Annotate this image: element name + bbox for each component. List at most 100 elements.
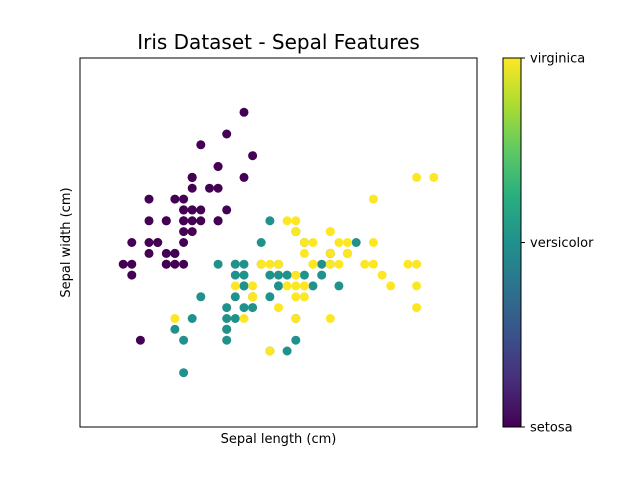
point-versicolor-49: [239, 281, 249, 291]
point-virginica-32: [299, 281, 309, 291]
point-versicolor-4: [308, 281, 318, 291]
point-virginica-2: [360, 259, 370, 269]
point-versicolor-8: [317, 270, 327, 280]
point-virginica-44: [325, 227, 335, 237]
point-setosa-35: [179, 238, 189, 247]
point-virginica-18: [412, 303, 422, 313]
point-virginica-31: [429, 172, 439, 182]
point-virginica-23: [291, 292, 301, 302]
point-virginica-46: [291, 314, 301, 323]
point-setosa-41: [135, 335, 145, 345]
point-virginica-45: [325, 259, 335, 269]
point-versicolor-23: [274, 281, 283, 291]
point-setosa-32: [196, 140, 206, 150]
y-axis-label: Sepal width (cm): [59, 187, 74, 297]
point-virginica-38: [265, 259, 275, 269]
point-virginica-26: [282, 281, 292, 291]
point-virginica-48: [282, 216, 292, 226]
plot-frame: [79, 57, 478, 428]
point-versicolor-19: [230, 314, 240, 323]
point-versicolor-39: [222, 314, 232, 323]
point-versicolor-45: [239, 259, 249, 269]
point-setosa-27: [196, 205, 206, 215]
point-virginica-11: [299, 292, 309, 302]
point-virginica-7: [377, 270, 387, 280]
point-setosa-22: [144, 194, 154, 204]
point-setosa-30: [161, 248, 171, 258]
point-setosa-37: [170, 194, 180, 204]
point-virginica-25: [368, 238, 378, 247]
point-versicolor-31: [222, 324, 232, 334]
point-virginica-40: [325, 248, 335, 258]
point-setosa-18: [239, 172, 249, 182]
colorbar-tick-label-1: versicolor: [530, 236, 594, 251]
point-setosa-17: [187, 205, 197, 215]
point-virginica-27: [274, 259, 283, 269]
point-setosa-10: [213, 183, 223, 193]
point-setosa-13: [118, 259, 128, 269]
point-setosa-39: [187, 216, 197, 226]
point-versicolor-42: [248, 303, 258, 313]
point-virginica-9: [368, 194, 378, 204]
point-virginica-12: [334, 259, 344, 269]
point-versicolor-14: [230, 270, 240, 280]
point-versicolor-44: [230, 292, 240, 302]
point-virginica-0: [291, 227, 301, 237]
point-setosa-42: [127, 238, 137, 247]
point-virginica-29: [368, 259, 378, 269]
point-setosa-33: [222, 129, 232, 139]
point-setosa-8: [127, 270, 137, 280]
point-setosa-46: [187, 172, 197, 182]
point-setosa-21: [187, 183, 197, 193]
point-virginica-37: [299, 248, 309, 258]
point-virginica-49: [256, 259, 266, 269]
point-versicolor-40: [222, 303, 232, 313]
point-virginica-17: [412, 172, 422, 182]
scatter-points: [118, 107, 439, 378]
point-versicolor-3: [222, 335, 232, 345]
point-virginica-21: [230, 281, 240, 291]
point-setosa-14: [248, 151, 258, 161]
colorbar-tick-label-0: setosa: [530, 421, 573, 436]
point-virginica-5: [403, 259, 413, 269]
point-versicolor-48: [187, 314, 197, 323]
point-setosa-28: [196, 216, 206, 226]
point-setosa-47: [144, 238, 154, 247]
point-versicolor-29: [239, 303, 249, 313]
point-versicolor-34: [213, 259, 223, 269]
point-versicolor-7: [170, 324, 180, 334]
point-versicolor-46: [239, 270, 249, 280]
point-virginica-35: [412, 259, 422, 269]
point-virginica-36: [291, 216, 301, 226]
point-virginica-8: [325, 314, 335, 323]
point-versicolor-10: [179, 368, 189, 378]
point-setosa-29: [153, 238, 163, 247]
point-virginica-6: [170, 314, 180, 323]
point-virginica-3: [291, 270, 301, 280]
point-virginica-13: [239, 314, 249, 323]
point-setosa-31: [213, 216, 223, 226]
point-setosa-24: [161, 216, 171, 226]
colorbar: [502, 57, 522, 428]
point-setosa-16: [213, 162, 223, 171]
point-versicolor-43: [179, 335, 189, 345]
point-versicolor-20: [256, 238, 266, 247]
point-versicolor-37: [291, 335, 301, 345]
point-setosa-38: [127, 259, 137, 269]
point-versicolor-0: [351, 238, 361, 247]
point-versicolor-35: [265, 216, 275, 226]
point-setosa-43: [179, 205, 189, 215]
point-virginica-14: [248, 281, 258, 291]
point-virginica-15: [299, 238, 309, 247]
point-virginica-33: [291, 281, 301, 291]
point-virginica-41: [343, 248, 352, 258]
point-virginica-43: [334, 238, 344, 247]
point-setosa-15: [239, 107, 249, 117]
point-setosa-26: [179, 216, 189, 226]
point-setosa-4: [179, 194, 189, 204]
point-setosa-6: [144, 216, 154, 226]
point-virginica-19: [265, 346, 275, 356]
point-setosa-25: [179, 259, 189, 269]
point-versicolor-26: [334, 281, 344, 291]
